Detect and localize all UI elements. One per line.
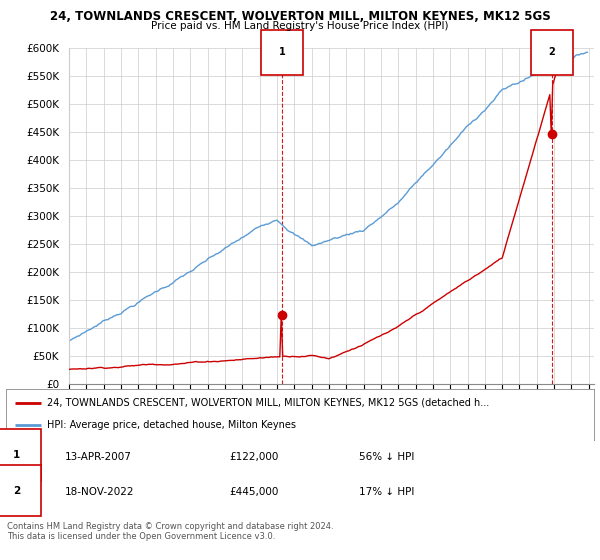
Text: 24, TOWNLANDS CRESCENT, WOLVERTON MILL, MILTON KEYNES, MK12 5GS: 24, TOWNLANDS CRESCENT, WOLVERTON MILL, … xyxy=(50,10,550,23)
Text: 1: 1 xyxy=(278,47,286,57)
Text: 56% ↓ HPI: 56% ↓ HPI xyxy=(359,452,414,462)
Text: £122,000: £122,000 xyxy=(229,452,279,462)
Text: HPI: Average price, detached house, Milton Keynes: HPI: Average price, detached house, Milt… xyxy=(47,421,296,431)
Text: 18-NOV-2022: 18-NOV-2022 xyxy=(65,487,134,497)
Text: Contains HM Land Registry data © Crown copyright and database right 2024.
This d: Contains HM Land Registry data © Crown c… xyxy=(7,522,334,542)
Text: 2: 2 xyxy=(13,486,20,496)
Text: 17% ↓ HPI: 17% ↓ HPI xyxy=(359,487,414,497)
Text: 13-APR-2007: 13-APR-2007 xyxy=(65,452,131,462)
Text: Price paid vs. HM Land Registry's House Price Index (HPI): Price paid vs. HM Land Registry's House … xyxy=(151,21,449,31)
Text: 1: 1 xyxy=(13,450,20,460)
Text: 24, TOWNLANDS CRESCENT, WOLVERTON MILL, MILTON KEYNES, MK12 5GS (detached h...: 24, TOWNLANDS CRESCENT, WOLVERTON MILL, … xyxy=(47,398,490,408)
Text: 2: 2 xyxy=(548,47,555,57)
Text: £445,000: £445,000 xyxy=(229,487,279,497)
